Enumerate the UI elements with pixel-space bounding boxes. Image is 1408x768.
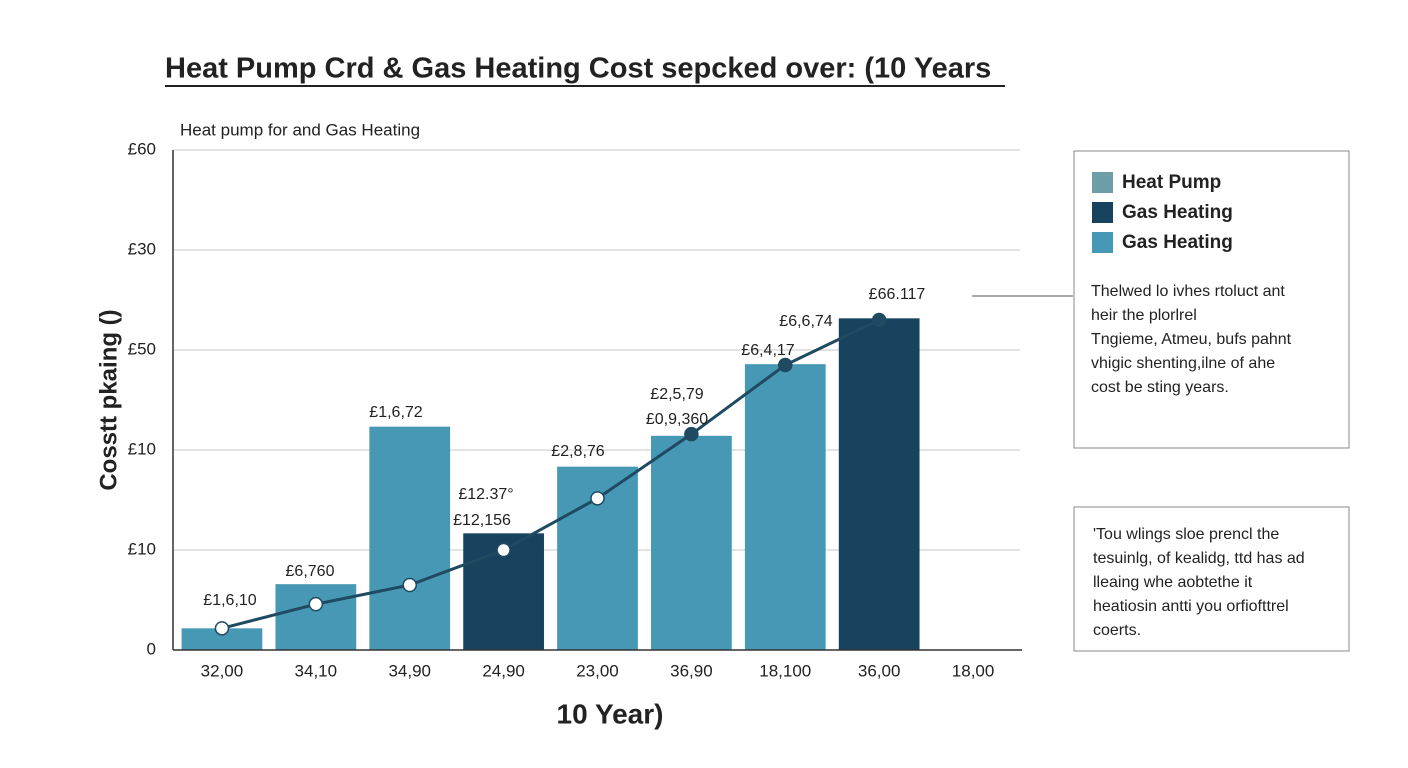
x-tick-label: 36,90 <box>670 661 713 680</box>
legend-box <box>1073 150 1350 449</box>
bar <box>181 628 263 650</box>
legend-swatch <box>1092 232 1113 253</box>
line <box>221 318 880 630</box>
annotation: £6,760 <box>286 563 335 580</box>
annotation: £12.37° <box>458 486 513 503</box>
y-tick-label: £60 <box>128 139 156 158</box>
note-text: 'Tou wlings sloe prencl the <box>1093 526 1279 543</box>
y-tick-label: 0 <box>147 639 156 658</box>
note-box <box>1073 506 1350 652</box>
line-point <box>496 542 511 558</box>
line-point <box>308 596 324 612</box>
x-tick-label: 36,00 <box>858 661 901 680</box>
annotation: £2,8,76 <box>551 443 604 460</box>
x-tick-label: 34,90 <box>388 661 431 680</box>
y-tick-label: £50 <box>128 339 156 358</box>
legend-swatch <box>1092 172 1113 193</box>
annotation: £2,5,79 <box>650 386 703 403</box>
line-point <box>778 357 793 373</box>
y-tick-label: £10 <box>128 539 156 558</box>
bar <box>744 364 826 650</box>
y-axis-label: Cosstt pkaing () <box>95 309 122 490</box>
note-text: lleaing whe aobtethe it <box>1093 574 1253 591</box>
legend-label: Gas Heating <box>1122 202 1233 223</box>
annotation: £66.117 <box>869 286 926 303</box>
annotation: £6,4,17 <box>741 342 794 359</box>
annotation: £0,9,360 <box>646 411 708 428</box>
x-tick-label: 18,100 <box>759 661 811 680</box>
bar <box>369 426 451 650</box>
note-text: coerts. <box>1093 622 1141 639</box>
y-tick-label: £30 <box>128 239 156 258</box>
annotation: £1,6,10 <box>203 592 256 609</box>
x-axis-label: 10 Year) <box>557 698 664 729</box>
legend-swatch <box>1092 202 1113 223</box>
note-text: tesuinlg, of kealidg, ttd has ad <box>1093 550 1305 567</box>
bar <box>651 435 732 650</box>
x-tick-label: 18,00 <box>952 661 995 680</box>
bar <box>838 318 920 650</box>
x-tick-label: 32,00 <box>201 661 244 680</box>
chart-title: Heat Pump Crd & Gas Heating Cost sepcked… <box>165 53 991 85</box>
chart-subtitle: Heat pump for and Gas Heating <box>180 120 420 139</box>
note-text: heir the plorlrel <box>1091 307 1197 324</box>
annotation: £6,6,74 <box>779 313 832 330</box>
bar <box>275 584 357 650</box>
note-text: vhigic shenting,ilne of ahe <box>1091 355 1275 372</box>
x-tick-label: 24,90 <box>482 661 525 680</box>
legend-label: Heat Pump <box>1122 172 1221 193</box>
y-tick-label: £10 <box>128 439 156 458</box>
line-point <box>871 312 887 328</box>
note-text: heatiosin antti you orfiofttrel <box>1093 598 1289 615</box>
note-text: Thelwed lo ivhes rtoluct ant <box>1091 283 1285 300</box>
legend-label: Gas Heating <box>1122 232 1233 253</box>
line-point <box>684 426 699 442</box>
line-point <box>590 491 605 506</box>
annotation: £12,156 <box>453 512 511 529</box>
annotation: £1,6,72 <box>369 404 422 421</box>
line-point <box>214 621 230 636</box>
note-text: Tngieme, Atmeu, bufs pahnt <box>1091 331 1292 348</box>
note-text: cost be sting years. <box>1091 379 1229 396</box>
line-point <box>402 577 417 593</box>
x-tick-label: 23,00 <box>576 661 619 680</box>
x-tick-label: 34,10 <box>295 661 338 680</box>
